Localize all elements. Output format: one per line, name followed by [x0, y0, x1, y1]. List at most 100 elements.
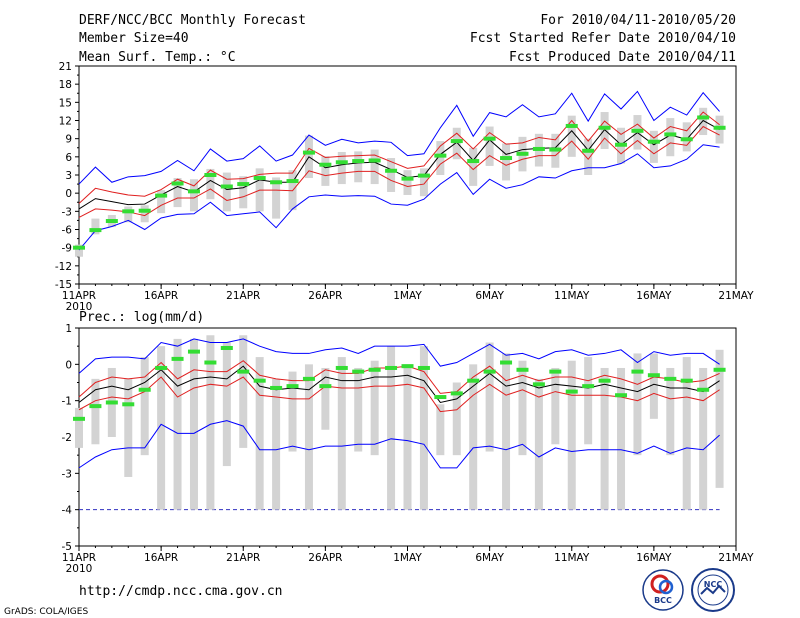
obs-marker	[664, 132, 677, 137]
obs-marker	[434, 395, 447, 400]
range-box	[387, 346, 396, 510]
range-box	[321, 367, 330, 430]
obs-marker	[385, 168, 398, 173]
obs-marker	[122, 402, 135, 407]
range-box	[682, 357, 691, 510]
range-box	[419, 168, 428, 197]
y-tick-label: -6	[62, 225, 73, 237]
range-box	[518, 360, 527, 456]
series-upper-line	[78, 360, 720, 398]
obs-marker	[434, 153, 447, 158]
obs-marker	[565, 389, 578, 394]
obs-marker	[401, 364, 414, 369]
obs-marker	[385, 365, 398, 370]
obs-marker	[664, 376, 677, 381]
range-box	[699, 107, 708, 136]
series-min-line	[78, 144, 720, 251]
y-tick-label: 0	[65, 188, 72, 200]
range-box	[567, 115, 576, 157]
range-box	[633, 353, 642, 456]
member-size: Member Size=40	[79, 31, 189, 46]
range-box	[304, 364, 313, 510]
obs-marker	[171, 356, 184, 361]
obs-marker	[598, 378, 611, 383]
obs-marker	[253, 378, 266, 383]
obs-marker	[532, 382, 545, 387]
obs-marker	[138, 387, 151, 392]
range-box	[206, 168, 215, 200]
source-url: http://cmdp.ncc.cma.gov.cn	[79, 584, 283, 599]
obs-marker	[352, 369, 365, 374]
range-box	[337, 151, 346, 185]
y-tick-label: -4	[62, 505, 73, 517]
range-box	[600, 112, 609, 149]
range-box	[91, 378, 100, 445]
range-box	[354, 367, 363, 452]
range-box	[370, 149, 379, 185]
obs-marker	[450, 139, 463, 144]
range-box	[419, 346, 428, 510]
range-box	[666, 118, 675, 157]
obs-marker	[582, 148, 595, 153]
range-box	[239, 335, 248, 448]
obs-marker	[220, 345, 233, 350]
obs-marker	[352, 159, 365, 164]
obs-marker	[549, 147, 562, 152]
range-box	[222, 342, 231, 467]
x-tick-label: 6MAY	[475, 290, 504, 302]
obs-marker	[598, 125, 611, 130]
range-box	[157, 190, 166, 214]
obs-marker	[713, 125, 726, 130]
obs-marker	[647, 139, 660, 144]
obs-marker	[155, 193, 168, 198]
obs-marker	[253, 176, 266, 181]
y-tick-label: 12	[59, 116, 72, 128]
bcc-logo: BCC	[642, 569, 684, 611]
x-tick-label: 6MAY	[475, 552, 504, 564]
range-box	[666, 367, 675, 456]
obs-marker	[500, 156, 513, 161]
range-box	[436, 141, 445, 175]
y-tick-label: 21	[59, 61, 72, 73]
range-box	[140, 205, 149, 223]
x-tick-label: 21MAY	[718, 552, 754, 564]
precip-title: Prec.: log(mm/d)	[79, 310, 204, 325]
range-box	[699, 367, 708, 510]
obs-marker	[105, 400, 118, 405]
fcst-produced: Fcst Produced Date 2010/04/11	[509, 50, 736, 65]
obs-marker	[270, 180, 283, 185]
obs-marker	[73, 416, 85, 421]
range-box	[124, 206, 133, 223]
y-tick-label: -3	[62, 206, 72, 218]
figure-title: DERF/NCC/BCC Monthly Forecast	[79, 13, 306, 28]
range-box	[403, 364, 412, 510]
obs-marker	[697, 115, 710, 120]
obs-marker	[615, 393, 628, 398]
obs-marker	[516, 151, 529, 156]
range-box	[485, 126, 494, 166]
range-box	[75, 407, 83, 448]
range-box	[173, 178, 182, 208]
obs-marker	[417, 173, 430, 178]
range-box	[715, 349, 724, 488]
variable-label: Mean Surf. Temp.: °C	[79, 50, 236, 65]
range-box	[288, 371, 297, 452]
x-tick-label: 16MAY	[636, 290, 672, 302]
x-tick-year: 2010	[66, 301, 93, 313]
ncc-logo: NCC	[691, 568, 735, 612]
y-tick-label: -2	[62, 432, 72, 444]
obs-marker	[204, 173, 217, 177]
obs-marker	[680, 378, 693, 383]
range-box	[272, 378, 281, 510]
y-tick-label: -5	[62, 541, 72, 553]
obs-marker	[467, 159, 480, 164]
y-tick-label: -1	[62, 396, 72, 408]
range-box	[485, 342, 494, 452]
obs-marker	[516, 367, 529, 372]
obs-marker	[450, 391, 463, 396]
series-min-line	[78, 420, 720, 469]
range-box	[469, 147, 478, 186]
obs-marker	[302, 376, 315, 381]
